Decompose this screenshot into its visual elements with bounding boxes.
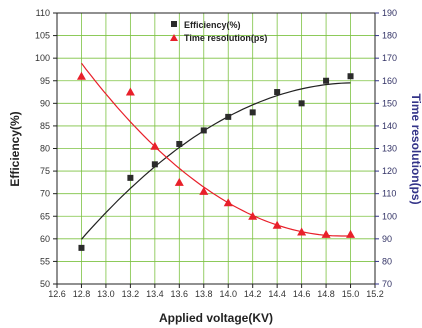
- efficiency-point: [323, 77, 330, 84]
- y-tick-label: 65: [40, 211, 50, 221]
- legend-label-efficiency: Efficiency(%): [184, 20, 241, 30]
- x-tick-label: 14.6: [293, 289, 311, 299]
- time-resolution-point: [346, 229, 356, 238]
- trend-curves: [81, 62, 351, 240]
- y-tick-label: 90: [40, 98, 50, 108]
- y-tick-label: 60: [40, 234, 50, 244]
- x-tick-label: 14.0: [219, 289, 237, 299]
- time-resolution-point: [223, 198, 233, 207]
- y-axis-title: Efficiency(%): [8, 111, 22, 186]
- x-tick-label: 13.8: [195, 289, 213, 299]
- y2-tick-label: 170: [382, 53, 397, 63]
- data-markers: [76, 71, 356, 251]
- efficiency-point: [176, 140, 183, 147]
- y-tick-label: 105: [35, 31, 50, 41]
- x-axis-title: Applied voltage(KV): [159, 311, 273, 325]
- y2-tick-label: 150: [382, 98, 397, 108]
- efficiency-point: [200, 127, 207, 134]
- axis-ticks: 12.6 12.8 13.0 13.2 13.4 13.6 13.8 14.0 14.2 14.4…: [35, 8, 397, 299]
- x-tick-label: 14.8: [317, 289, 335, 299]
- y2-tick-label: 90: [382, 234, 392, 244]
- y-tick-label: 110: [36, 8, 50, 18]
- y2-tick-label: 190: [382, 8, 397, 18]
- time-resolution-point: [297, 227, 307, 236]
- y-tick-label: 100: [35, 53, 50, 63]
- y-tick-label: 70: [40, 189, 50, 199]
- efficiency-point: [347, 73, 354, 80]
- y-tick-label: 85: [40, 121, 50, 131]
- time-resolution-point: [150, 141, 160, 150]
- x-tick-label: 12.8: [73, 289, 91, 299]
- x-tick-label: 13.4: [146, 289, 164, 299]
- time-resolution-point: [248, 211, 258, 220]
- time-resolution-point: [199, 186, 209, 195]
- x-tick-label: 15.2: [366, 289, 384, 299]
- x-tick-label: 13.6: [171, 289, 189, 299]
- y2-tick-label: 120: [382, 166, 397, 176]
- y2-tick-label: 160: [382, 76, 397, 86]
- y2-tick-label: 80: [382, 256, 392, 266]
- time-resolution-point: [125, 87, 135, 96]
- y-tick-label: 80: [40, 144, 50, 154]
- legend-marker-time-resolution: [170, 34, 178, 41]
- y2-tick-label: 70: [382, 279, 392, 289]
- efficiency-point: [298, 100, 305, 107]
- efficiency-point: [127, 174, 134, 181]
- y-tick-label: 50: [40, 279, 50, 289]
- efficiency-point: [78, 244, 85, 251]
- x-tick-label: 13.0: [97, 289, 115, 299]
- y-tick-label: 55: [40, 256, 50, 266]
- efficiency-fit-curve: [81, 82, 351, 240]
- x-tick-label: 14.4: [268, 289, 286, 299]
- efficiency-point: [151, 161, 158, 168]
- y-tick-label: 95: [40, 76, 50, 86]
- time-resolution-point: [272, 220, 282, 229]
- y2-tick-label: 130: [382, 144, 397, 154]
- y-tick-label: 75: [40, 166, 50, 176]
- legend-marker-efficiency: [171, 21, 177, 27]
- efficiency-point: [274, 89, 281, 96]
- efficiency-point: [225, 113, 232, 120]
- y2-axis-title: Time resolution(ps): [409, 93, 422, 204]
- x-tick-label: 15.0: [342, 289, 360, 299]
- y2-tick-label: 180: [382, 31, 397, 41]
- efficiency-point: [249, 109, 256, 116]
- x-tick-label: 12.6: [48, 289, 66, 299]
- legend-label-time-resolution: Time resolution(ps): [184, 33, 267, 43]
- x-tick-label: 13.2: [122, 289, 140, 299]
- legend: Efficiency(%) Time resolution(ps): [170, 20, 267, 43]
- time-resolution-point: [76, 71, 86, 80]
- x-tick-label: 14.2: [244, 289, 262, 299]
- y2-tick-label: 100: [382, 211, 397, 221]
- y2-tick-label: 140: [382, 121, 397, 131]
- time-resolution-point: [174, 177, 184, 186]
- y2-tick-label: 110: [382, 189, 396, 199]
- grid-lines: [57, 13, 375, 284]
- time-resolution-fit-curve: [81, 62, 351, 237]
- time-resolution-point: [321, 229, 331, 238]
